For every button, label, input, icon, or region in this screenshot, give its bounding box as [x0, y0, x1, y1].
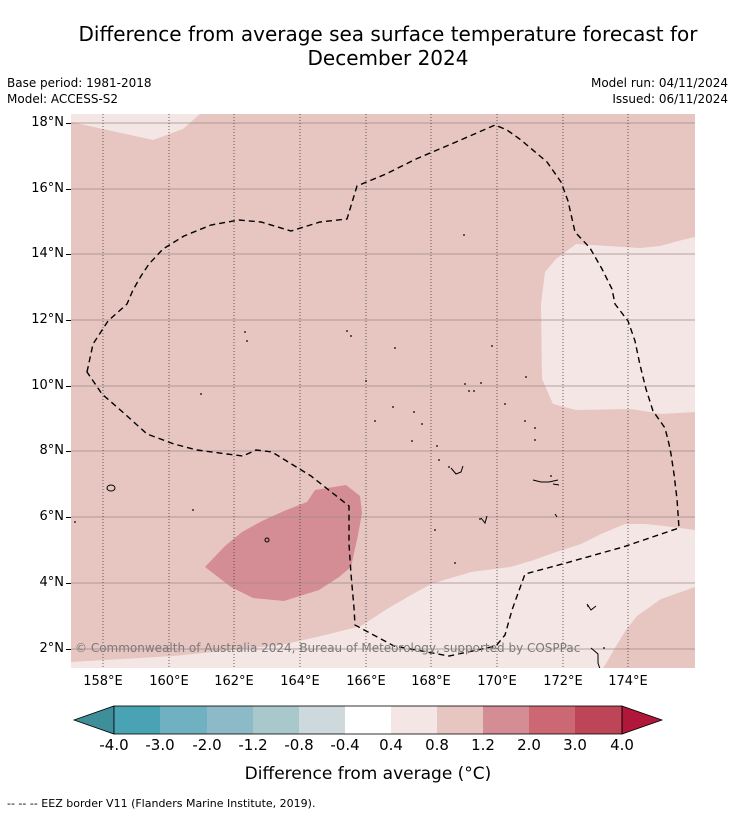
model-name: Model: ACCESS-S2 [7, 92, 119, 106]
model-run: Model run: 04/11/2024 [590, 76, 728, 90]
anomaly-region-0-4-0-8-south [71, 524, 695, 668]
latitude-gridlines [71, 122, 695, 650]
colorbar-label: 3.0 [563, 736, 587, 754]
issued-date: Issued: 06/11/2024 [612, 92, 728, 106]
lat-label-6n: 6°N [39, 509, 65, 524]
colorbar-bin [207, 706, 253, 734]
lon-label-168e: 168°E [411, 674, 451, 689]
colorbar-outline [113, 705, 623, 735]
title-line-2: December 2024 [307, 46, 469, 70]
title-line-1: Difference from average sea surface temp… [78, 22, 698, 46]
lat-tick [66, 517, 71, 518]
colorbar-label: -0.4 [330, 736, 360, 754]
lat-tick [66, 386, 71, 387]
lat-tick [66, 320, 71, 321]
lat-tick [66, 451, 71, 452]
island-dots [74, 234, 605, 649]
island-5 [552, 483, 560, 486]
colorbar-bin [299, 706, 345, 734]
colorbar-label: 4.0 [610, 736, 634, 754]
colorbar-extend-high [621, 705, 664, 735]
lat-label-10n: 10°N [31, 378, 64, 393]
anomaly-region-1-2-2-0 [205, 485, 362, 601]
anomaly-region-0-4-0-8-east [541, 237, 695, 414]
meta-right: Model run: 04/11/2024 Issued: 06/11/2024 [591, 75, 728, 107]
colorbar-label: -2.0 [192, 736, 222, 754]
lat-label-16n: 16°N [31, 181, 64, 196]
longitude-gridlines [102, 114, 629, 668]
island-4 [532, 479, 559, 483]
colorbar-extend-low [72, 705, 115, 735]
base-period: Base period: 1981-2018 [7, 76, 152, 90]
colorbar-bin [345, 706, 391, 734]
eez-border [86, 124, 680, 657]
lon-label-160e: 160°E [149, 674, 189, 689]
colorbar-bin [529, 706, 575, 734]
colorbar-label: -4.0 [99, 736, 129, 754]
colorbar-bin [437, 706, 483, 734]
lat-label-12n: 12°N [31, 312, 64, 327]
colorbar-bin [160, 706, 207, 734]
lon-label-162e: 162°E [214, 674, 254, 689]
map-svg [71, 114, 695, 668]
colorbar-bins [114, 706, 622, 734]
colorbar-label: 1.2 [471, 736, 495, 754]
colorbar-label: -0.8 [284, 736, 314, 754]
lat-label-4n: 4°N [39, 575, 65, 590]
copyright-notice: © Commonwealth of Australia 2024, Bureau… [75, 641, 581, 655]
lat-label-14n: 14°N [31, 246, 64, 261]
lat-tick [66, 123, 71, 124]
colorbar-bin [483, 706, 529, 734]
lat-tick [66, 254, 71, 255]
colorbar [72, 705, 664, 735]
lat-tick [66, 583, 71, 584]
lat-label-8n: 8°N [39, 443, 65, 458]
island-6 [480, 515, 488, 525]
colorbar-label: 2.0 [517, 736, 541, 754]
chart-title: Difference from average sea surface temp… [40, 22, 736, 70]
colorbar-label: 0.8 [425, 736, 449, 754]
lat-label-2n: 2°N [39, 641, 65, 656]
colorbar-bin [575, 706, 622, 734]
island-2 [264, 537, 270, 543]
island-1 [106, 484, 116, 492]
meta-left: Base period: 1981-2018 Model: ACCESS-S2 [7, 75, 152, 107]
lat-tick [66, 649, 71, 650]
colorbar-bin [114, 706, 160, 734]
colorbar-bin [391, 706, 437, 734]
lon-label-172e: 172°E [543, 674, 583, 689]
colorbar-title: Difference from average (°C) [244, 764, 492, 784]
islands [106, 465, 601, 668]
island-9 [554, 513, 558, 518]
lon-label-164e: 164°E [280, 674, 320, 689]
colorbar-label: 0.4 [379, 736, 403, 754]
lon-label-158e: 158°E [83, 674, 123, 689]
colorbar-label: -3.0 [145, 736, 175, 754]
map-panel [71, 114, 695, 668]
island-3 [450, 465, 464, 475]
island-8 [590, 647, 601, 668]
lat-tick [66, 189, 71, 190]
lon-label-166e: 166°E [346, 674, 386, 689]
colorbar-bin [253, 706, 299, 734]
lon-label-174e: 174°E [608, 674, 648, 689]
eez-legend-note: -- -- -- EEZ border V11 (Flanders Marine… [7, 797, 316, 810]
lon-label-170e: 170°E [477, 674, 517, 689]
lat-label-18n: 18°N [31, 115, 64, 130]
colorbar-label: -1.2 [238, 736, 268, 754]
